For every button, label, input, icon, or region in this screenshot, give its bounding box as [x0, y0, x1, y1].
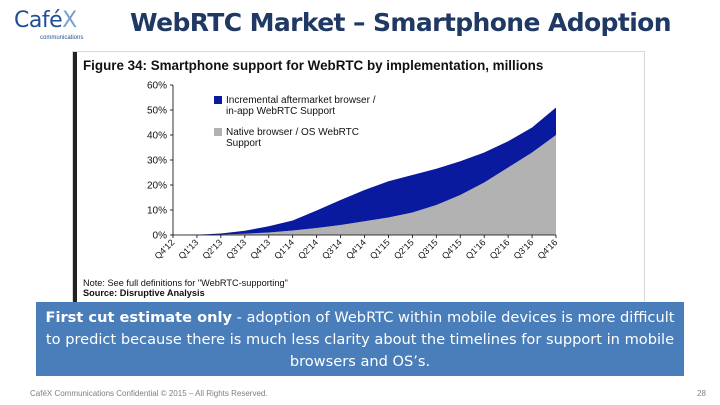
legend-label-1: Support — [226, 138, 261, 149]
x-tick-label: Q4'14 — [344, 237, 368, 261]
x-tick-label: Q4'15 — [440, 237, 464, 261]
x-tick-label: Q3'16 — [512, 237, 536, 261]
x-tick-label: Q2'14 — [296, 237, 320, 261]
y-tick-label: 60% — [147, 81, 167, 92]
footer-page-number: 28 — [697, 389, 706, 398]
figure-title: Figure 34: Smartphone support for WebRTC… — [83, 58, 544, 73]
estimate-callout: First cut estimate only - adoption of We… — [36, 302, 684, 376]
legend-swatch-1 — [214, 128, 222, 136]
x-tick-label: Q1'14 — [272, 237, 296, 261]
figure-frame: Figure 34: Smartphone support for WebRTC… — [73, 52, 644, 302]
x-tick-label: Q1'15 — [368, 237, 392, 261]
cafex-logo: CaféX communications — [14, 8, 100, 52]
area-chart: 0%10%20%30%40%50%60%Q4'12 Q1'13 Q2'13 Q3'13… — [147, 81, 560, 262]
callout-bold: First cut estimate only — [45, 309, 233, 326]
slide-title: WebRTC Market – Smartphone Adoption — [130, 8, 672, 37]
x-tick-label: Q3'15 — [416, 237, 440, 261]
figure-note-text: Note: See full definitions for "WebRTC-s… — [83, 278, 288, 288]
figure-source-text: Source: Disruptive Analysis — [83, 288, 205, 298]
logo-word-x: X — [62, 8, 77, 33]
y-tick-label: 50% — [147, 106, 167, 117]
y-tick-label: 40% — [147, 131, 167, 142]
legend-label-1: Native browser / OS WebRTC — [226, 127, 359, 138]
y-tick-label: 30% — [147, 156, 167, 167]
y-tick-label: 0% — [153, 231, 168, 242]
x-tick-label: Q2'15 — [392, 237, 416, 261]
logo-subtitle: communications — [40, 35, 84, 41]
footer-confidential: CaféX Communications Confidential © 2015… — [30, 389, 268, 398]
x-tick-label: Q4'16 — [536, 237, 560, 261]
x-tick-label: Q2'16 — [488, 237, 512, 261]
logo-wordmark: CaféX — [14, 8, 77, 33]
legend-label-0: Incremental aftermarket browser / — [226, 95, 376, 106]
callout-text: - adoption of WebRTC within mobile devic… — [45, 309, 675, 370]
x-tick-label: Q4'13 — [248, 237, 272, 261]
x-tick-label: Q3'13 — [224, 237, 248, 261]
legend-swatch-0 — [214, 96, 222, 104]
legend-label-0: in-app WebRTC Support — [226, 106, 335, 117]
x-tick-label: Q1'13 — [176, 237, 200, 261]
x-tick-label: Q1'16 — [464, 237, 488, 261]
logo-word-cafe: Café — [14, 8, 63, 33]
y-tick-label: 20% — [147, 181, 167, 192]
x-tick-label: Q3'14 — [320, 237, 344, 261]
y-tick-label: 10% — [147, 206, 167, 217]
area-series-1 — [173, 107, 556, 235]
area-series-0 — [173, 135, 556, 235]
figure-note: Note: See full definitions for "WebRTC-s… — [83, 278, 288, 298]
x-tick-label: Q2'13 — [200, 237, 224, 261]
